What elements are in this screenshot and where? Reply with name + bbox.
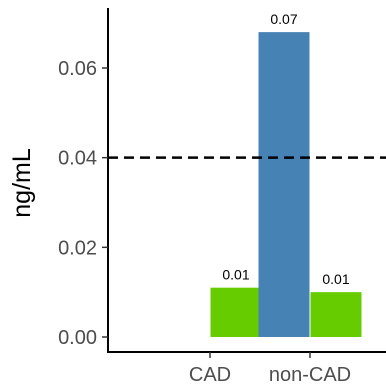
y-tick-label: 0.02 <box>58 237 97 259</box>
y-axis-ticks: 0.00 0.02 0.04 0.06 <box>58 58 108 349</box>
bar-value-label: 0.01 <box>222 267 249 283</box>
bar <box>210 287 262 337</box>
y-axis-title: ng/mL <box>8 148 36 218</box>
y-tick-label: 0.06 <box>58 58 97 80</box>
bar-labels-layer: 0.01 0.07 0.01 <box>222 11 349 287</box>
y-tick-label: 0.00 <box>58 327 97 349</box>
bar-value-label: 0.01 <box>322 271 349 287</box>
y-tick-label: 0.04 <box>58 148 97 170</box>
bar <box>310 292 362 337</box>
x-tick-label: CAD <box>189 364 231 386</box>
bars-layer <box>210 32 362 338</box>
x-axis-ticks: CAD non-CAD <box>189 352 351 386</box>
bar <box>258 32 310 338</box>
x-tick-label: non-CAD <box>269 364 351 386</box>
bar-value-label: 0.07 <box>270 11 297 27</box>
